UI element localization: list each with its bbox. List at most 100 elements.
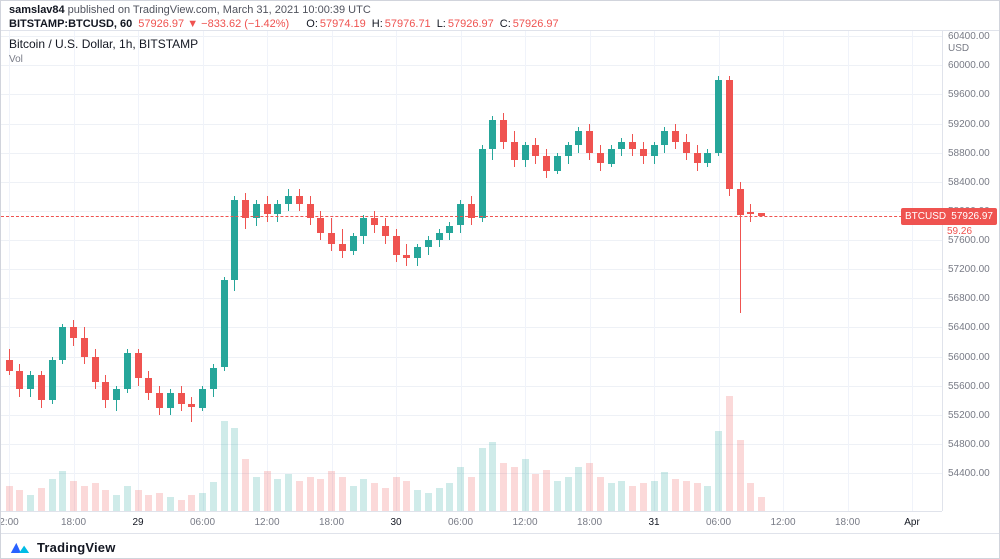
volume-bar: [489, 442, 497, 511]
price-axis-label: 60000.00: [948, 60, 990, 72]
volume-bar: [285, 474, 292, 511]
h-gridline: [1, 94, 942, 96]
candle-body: [403, 254, 411, 259]
volume-bar: [349, 485, 357, 511]
high-value: 57976.71: [384, 18, 431, 30]
h-gridline: [1, 181, 942, 183]
candle-body: [457, 203, 464, 226]
candle-body: [252, 203, 260, 219]
time-axis[interactable]: 2:00 18:00 29 06:00 12:00 18:00 30 06:00 12:00 18…: [1, 511, 942, 533]
v-gridline: [525, 31, 526, 511]
candle-body: [715, 79, 722, 153]
h-gridline: [1, 240, 942, 241]
price-axis-label: 60400.00: [948, 31, 990, 43]
price-axis[interactable]: 60400.00 USD 60000.00 59600.00 59200.00 58800…: [942, 31, 999, 511]
open-label: O:: [306, 18, 318, 30]
volume-bar: [403, 481, 411, 511]
time-axis-label: 18:00: [576, 517, 603, 528]
candle-body: [736, 189, 744, 215]
price-axis-label: 56400.00: [948, 322, 990, 334]
candle-body: [274, 203, 282, 215]
volume-bar: [252, 476, 260, 511]
candle-body: [70, 327, 77, 339]
time-axis-label: 06:00: [705, 517, 732, 528]
volume-bar: [231, 428, 239, 511]
time-axis-label: 12:00: [770, 517, 796, 528]
volume-bar: [220, 421, 228, 511]
volume-bar: [736, 439, 744, 511]
volume-bar: [102, 490, 110, 511]
candle-body: [145, 378, 153, 393]
candle-body: [231, 200, 239, 281]
candle-body: [532, 145, 540, 157]
candle-body: [672, 130, 679, 142]
volume-bar: [693, 483, 701, 511]
volume-bar: [586, 462, 593, 511]
volume-bar: [306, 476, 314, 511]
candle-body: [639, 149, 647, 157]
volume-bar: [704, 485, 712, 511]
volume-bar: [242, 459, 249, 511]
symbol-title[interactable]: BITSTAMP:BTCUSD, 60: [9, 18, 133, 30]
v-gridline: [138, 31, 139, 511]
volume-bar: [747, 483, 755, 511]
candle-body: [489, 119, 497, 149]
volume-bar: [639, 483, 647, 511]
volume-bar: [123, 485, 131, 511]
v-gridline: [460, 31, 462, 511]
v-gridline: [202, 31, 204, 511]
tradingview-logo-icon[interactable]: [9, 540, 31, 555]
h-gridline: [1, 269, 942, 271]
volume-bar: [5, 485, 13, 511]
current-price-line: [1, 216, 942, 218]
candle-body: [328, 232, 335, 244]
volume-bar: [553, 481, 561, 511]
candle-body: [510, 141, 518, 160]
candle-body: [188, 403, 196, 408]
price-change: ▼ −833.62 (−1.42%): [187, 18, 290, 30]
time-axis-label: 18:00: [60, 517, 87, 528]
price-axis-label: 58400.00: [948, 176, 990, 188]
volume-legend[interactable]: Vol: [9, 54, 23, 65]
volume-bar: [381, 488, 389, 511]
candle-body: [242, 200, 249, 219]
tradingview-logo-text[interactable]: TradingView: [37, 539, 116, 555]
candle-body: [338, 243, 346, 251]
time-axis-label: 18:00: [834, 517, 861, 528]
plot-area[interactable]: Bitcoin / U.S. Dollar, 1h, BITSTAMP Vol: [1, 31, 942, 511]
candle-body: [220, 280, 228, 368]
price-badge-symbol: BTCUSD: [905, 211, 947, 223]
candle-body: [59, 327, 67, 361]
volume-bar: [166, 497, 174, 511]
candle-body: [360, 218, 368, 237]
candle-wick: [739, 181, 741, 313]
h-gridline: [1, 473, 942, 475]
time-axis-label: 2:00: [1, 517, 19, 528]
price-axis-label: 59200.00: [948, 118, 990, 130]
footer: TradingView: [1, 533, 999, 558]
price-axis-unit: USD: [948, 43, 970, 55]
v-gridline: [718, 31, 720, 511]
candle-body: [704, 152, 712, 164]
time-axis-label: Apr: [904, 517, 920, 528]
volume-bar: [16, 490, 24, 511]
volume-bar: [177, 499, 185, 511]
candle-body: [618, 141, 626, 149]
v-gridline: [267, 31, 268, 511]
time-axis-label: 06:00: [447, 517, 474, 528]
candle-body: [27, 374, 34, 390]
volume-bar: [371, 483, 378, 511]
volume-bar: [521, 459, 529, 511]
volume-bar: [328, 470, 335, 511]
volume-bar: [274, 478, 282, 511]
volume-bar: [564, 476, 572, 511]
candle-body: [317, 218, 325, 233]
author-name[interactable]: samslav84: [9, 4, 65, 16]
price-axis-label: 54400.00: [948, 468, 990, 480]
candle-body: [263, 203, 271, 215]
volume-bar: [188, 494, 196, 511]
volume-bar: [532, 474, 540, 511]
chart-legend-title[interactable]: Bitcoin / U.S. Dollar, 1h, BITSTAMP: [9, 37, 199, 51]
candle-body: [575, 130, 583, 146]
volume-bar: [682, 481, 690, 511]
